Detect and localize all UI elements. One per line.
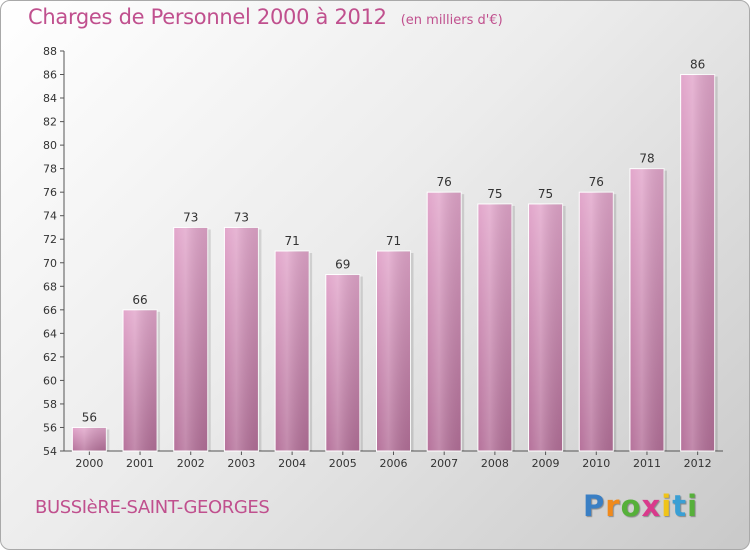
bar-group: 69 bbox=[325, 258, 363, 452]
bar-group: 73 bbox=[223, 210, 262, 452]
y-tick-label: 56 bbox=[43, 421, 57, 434]
bar-highlight bbox=[325, 274, 360, 451]
x-tick-label: 2007 bbox=[430, 457, 458, 470]
bar-group: 56 bbox=[71, 410, 110, 452]
bar-highlight bbox=[275, 251, 310, 451]
bar-highlight bbox=[477, 203, 512, 451]
bar-group: 76 bbox=[426, 175, 465, 452]
bar-highlight bbox=[680, 74, 715, 451]
bar-value-label: 73 bbox=[183, 210, 198, 224]
bar-value-label: 78 bbox=[639, 152, 654, 166]
bar-highlight bbox=[123, 309, 158, 451]
y-tick-label: 70 bbox=[43, 257, 57, 270]
location-name: BUSSIèRE-SAINT-GEORGES bbox=[35, 497, 270, 518]
x-tick-label: 2009 bbox=[532, 457, 560, 470]
x-tick-label: 2002 bbox=[177, 457, 205, 470]
bar-group: 66 bbox=[122, 293, 161, 452]
bar-group: 75 bbox=[528, 187, 566, 452]
y-tick-label: 60 bbox=[43, 374, 57, 387]
proxiti-logo: Proxiti bbox=[583, 489, 698, 523]
logo-letter: i bbox=[687, 489, 699, 523]
bar-highlight bbox=[72, 427, 107, 451]
y-tick-label: 68 bbox=[43, 280, 57, 293]
bars: 56 66 73 73 71 69 71 76 75 75 76 78 86 bbox=[71, 58, 718, 452]
x-tick-label: 2012 bbox=[684, 457, 712, 470]
x-tick-label: 2000 bbox=[75, 457, 103, 470]
bar-group: 71 bbox=[376, 234, 414, 452]
bar-value-label: 75 bbox=[538, 187, 553, 201]
chart-title: Charges de Personnel 2000 à 2012 (en mill… bbox=[28, 5, 503, 29]
bar-group: 86 bbox=[680, 58, 718, 452]
bar-highlight bbox=[173, 227, 208, 451]
bar-group: 78 bbox=[629, 152, 667, 452]
bar-value-label: 56 bbox=[82, 410, 97, 424]
bar-value-label: 71 bbox=[284, 234, 299, 248]
bar-group: 71 bbox=[274, 234, 313, 452]
y-tick-label: 74 bbox=[43, 210, 57, 223]
bar-highlight bbox=[376, 251, 411, 451]
bar-value-label: 66 bbox=[132, 293, 147, 307]
x-tick-label: 2003 bbox=[227, 457, 255, 470]
y-tick-label: 54 bbox=[43, 445, 57, 458]
logo-letter: t bbox=[672, 489, 688, 523]
x-tick-label: 2010 bbox=[582, 457, 610, 470]
x-tick-label: 2008 bbox=[481, 457, 509, 470]
bar-highlight bbox=[528, 203, 563, 451]
y-tick-label: 66 bbox=[43, 304, 57, 317]
y-tick-label: 58 bbox=[43, 398, 57, 411]
bar-value-label: 69 bbox=[335, 258, 350, 272]
logo-letter: i bbox=[661, 489, 673, 523]
bar-value-label: 76 bbox=[437, 175, 452, 189]
bar-highlight bbox=[629, 168, 664, 451]
bar-value-label: 75 bbox=[487, 187, 502, 201]
y-tick-label: 88 bbox=[43, 45, 57, 58]
chart-subtitle: (en milliers d'€) bbox=[400, 13, 503, 28]
bar-value-label: 86 bbox=[690, 58, 705, 72]
y-tick-label: 80 bbox=[43, 139, 57, 152]
y-tick-label: 72 bbox=[43, 233, 57, 246]
logo-letter: r bbox=[605, 489, 621, 523]
y-tick-label: 76 bbox=[43, 186, 57, 199]
bar-highlight bbox=[224, 227, 259, 451]
y-tick-label: 84 bbox=[43, 92, 57, 105]
bar-value-label: 71 bbox=[386, 234, 401, 248]
x-tick-label: 2006 bbox=[380, 457, 408, 470]
x-tick-label: 2005 bbox=[329, 457, 357, 470]
y-tick-label: 78 bbox=[43, 163, 57, 176]
bar-group: 73 bbox=[173, 210, 211, 452]
bar-highlight bbox=[579, 192, 614, 452]
chart-title-text: Charges de Personnel 2000 à 2012 bbox=[28, 5, 387, 29]
bar-value-label: 76 bbox=[589, 175, 604, 189]
bar-group: 75 bbox=[477, 187, 515, 452]
x-axis: 2000 2001 2002 2003 2004 2005 2006 2007 2008 2009… bbox=[64, 450, 723, 470]
bar-value-label: 73 bbox=[234, 210, 249, 224]
bar-highlight bbox=[427, 192, 462, 452]
y-tick-label: 64 bbox=[43, 327, 57, 340]
y-tick-label: 86 bbox=[43, 69, 57, 82]
x-tick-label: 2004 bbox=[278, 457, 306, 470]
y-axis: 54 56 58 60 62 64 66 68 70 72 74 76 78 80 82 84 86 88 bbox=[43, 45, 65, 458]
x-tick-label: 2001 bbox=[126, 457, 154, 470]
y-tick-label: 82 bbox=[43, 116, 57, 129]
x-tick-label: 2011 bbox=[633, 457, 661, 470]
logo-letter: x bbox=[641, 489, 662, 523]
y-tick-label: 62 bbox=[43, 351, 57, 364]
logo-letter: o bbox=[620, 489, 642, 523]
logo-letter: P bbox=[583, 489, 606, 523]
bar-group: 76 bbox=[578, 175, 617, 452]
